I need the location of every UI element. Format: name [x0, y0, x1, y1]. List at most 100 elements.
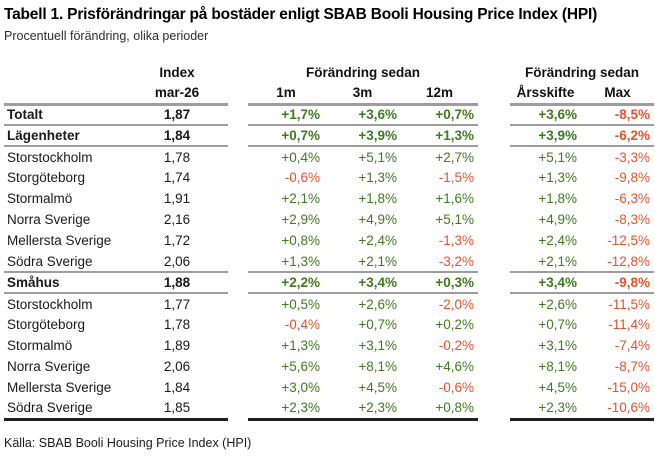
change-12m: +0,7%	[401, 104, 479, 126]
row-label: Södra Sverige	[4, 251, 126, 273]
change-1m: +0,5%	[281, 296, 320, 312]
index-value: 1,74	[163, 170, 191, 185]
change-ytd: +3,4%	[510, 272, 582, 294]
index-value: 2,16	[163, 212, 191, 227]
change-1m: +0,8%	[281, 233, 320, 248]
change-max: -12,5%	[607, 233, 651, 248]
row-label: Norra Sverige	[7, 359, 91, 374]
change-1m: +2,9%	[281, 212, 320, 227]
table-row: Storstockholm 1,78 +0,4% +5,1% +2,7% +5,1% -3,…	[4, 146, 654, 167]
change-3m: +0,7%	[358, 317, 397, 332]
column-gap	[478, 398, 510, 419]
column-gap	[228, 251, 248, 272]
table-row: Norra Sverige 2,16 +2,9% +4,9% +5,1% +4,9% -8,…	[4, 209, 654, 230]
table-row: Storgöteborg 1,74 -0,6% +1,3% -1,5% +1,3% -9,8…	[4, 167, 654, 188]
column-gap	[478, 125, 510, 146]
header-max: Max	[581, 83, 655, 106]
column-gap	[478, 83, 510, 104]
change-3m: +1,3%	[358, 170, 397, 185]
column-gap	[228, 146, 248, 167]
change-3m: +3,4%	[324, 272, 401, 294]
change-12m: +1,6%	[435, 191, 475, 206]
change-12m: -1,5%	[438, 170, 475, 185]
table-row: Småhus 1,88 +2,2% +3,4% +0,3% +3,4% -9,8%	[4, 272, 655, 294]
row-label: Storstockholm	[7, 149, 93, 165]
column-gap	[478, 188, 510, 209]
change-ytd: +2,4%	[538, 233, 578, 248]
index-value: 2,06	[163, 359, 191, 374]
column-gap	[478, 104, 510, 125]
table-header-units: mar-26 1m 3m 12m Årsskifte Max	[4, 83, 655, 106]
change-ytd: +1,3%	[538, 170, 578, 185]
table-row: Storstockholm 1,77 +0,5% +2,6% -2,0% +2,6% -11…	[4, 293, 654, 314]
column-gap	[478, 146, 510, 167]
change-12m: +0,2%	[435, 317, 475, 332]
row-label: Storgöteborg	[7, 317, 86, 332]
change-12m: -0,2%	[438, 338, 475, 353]
header-change-group-1: Förändring sedan	[306, 65, 421, 80]
row-label: Norra Sverige	[7, 212, 91, 227]
change-12m: +0,8%	[401, 398, 479, 421]
change-max: -7,4%	[614, 338, 651, 353]
change-1m: +2,2%	[248, 272, 324, 294]
index-value: 1,91	[163, 191, 191, 206]
column-gap	[228, 188, 248, 209]
change-12m: -0,6%	[438, 380, 475, 395]
column-gap	[228, 62, 248, 83]
change-max: -10,6%	[581, 398, 655, 421]
change-max: -6,3%	[614, 191, 651, 206]
header-ytd: Årsskifte	[510, 83, 582, 106]
page-subtitle: Procentuell förändring, olika perioder	[4, 29, 209, 43]
change-3m: +4,5%	[358, 380, 397, 395]
header-3m: 3m	[324, 83, 401, 106]
table-row: Mellersta Sverige 1,72 +0,8% +2,4% -1,3% +2,4…	[4, 230, 654, 251]
change-ytd: +8,1%	[538, 359, 578, 374]
table-row: Totalt 1,87 +1,7% +3,6% +0,7% +3,6% -8,5%	[4, 104, 655, 126]
index-value: 1,78	[163, 317, 191, 332]
change-1m: +1,7%	[248, 104, 324, 126]
table-row: Mellersta Sverige 1,84 +3,0% +4,5% -0,6% +4,5…	[4, 377, 654, 398]
change-max: -8,3%	[614, 212, 651, 227]
table-row: Norra Sverige 2,06 +5,6% +8,1% +4,6% +8,1% -8,…	[4, 356, 654, 377]
row-label: Stormalmö	[7, 338, 73, 353]
change-1m: +0,7%	[248, 125, 324, 147]
change-max: -11,5%	[608, 296, 651, 312]
change-1m: +3,0%	[281, 380, 320, 395]
column-gap	[228, 209, 248, 230]
change-max: -12,8%	[581, 251, 655, 273]
source-note: Källa: SBAB Booli Housing Price Index (H…	[4, 435, 252, 450]
change-ytd: +3,6%	[510, 104, 582, 126]
column-gap	[478, 167, 510, 188]
header-index-period: mar-26	[126, 83, 228, 106]
change-1m: +5,6%	[281, 359, 320, 374]
index-value: 1,88	[126, 272, 228, 294]
table-row: Lägenheter 1,84 +0,7% +3,9% +1,3% +3,9% -6,2%	[4, 125, 655, 147]
table-row: Storgöteborg 1,78 -0,4% +0,7% +0,2% +0,7% -11,…	[4, 314, 654, 335]
column-gap	[478, 314, 510, 335]
column-gap	[228, 167, 248, 188]
header-index-label: Index	[159, 65, 195, 80]
table-header-groups: Index Förändring sedan Förändring sedan	[4, 62, 654, 83]
row-label: Totalt	[4, 104, 126, 126]
row-label: Mellersta Sverige	[7, 233, 112, 248]
change-max: -8,5%	[581, 104, 655, 126]
column-gap	[478, 230, 510, 251]
row-label: Småhus	[4, 272, 126, 294]
change-max: -8,7%	[614, 359, 651, 374]
change-3m: +3,6%	[324, 104, 401, 126]
row-label: Storgöteborg	[7, 170, 86, 185]
index-value: 1,72	[163, 233, 191, 248]
change-12m: +0,3%	[401, 272, 479, 294]
column-gap	[228, 104, 248, 125]
index-value: 1,77	[163, 296, 191, 312]
change-12m: -3,2%	[401, 251, 479, 273]
change-max: -3,3%	[614, 149, 651, 165]
change-12m: +1,3%	[401, 125, 479, 147]
change-max: -9,8%	[614, 170, 651, 185]
header-empty	[4, 83, 126, 106]
change-3m: +5,1%	[358, 149, 397, 165]
column-gap	[478, 293, 510, 314]
index-value: 1,89	[163, 338, 191, 353]
index-value: 1,78	[163, 149, 191, 165]
header-empty	[4, 62, 126, 83]
